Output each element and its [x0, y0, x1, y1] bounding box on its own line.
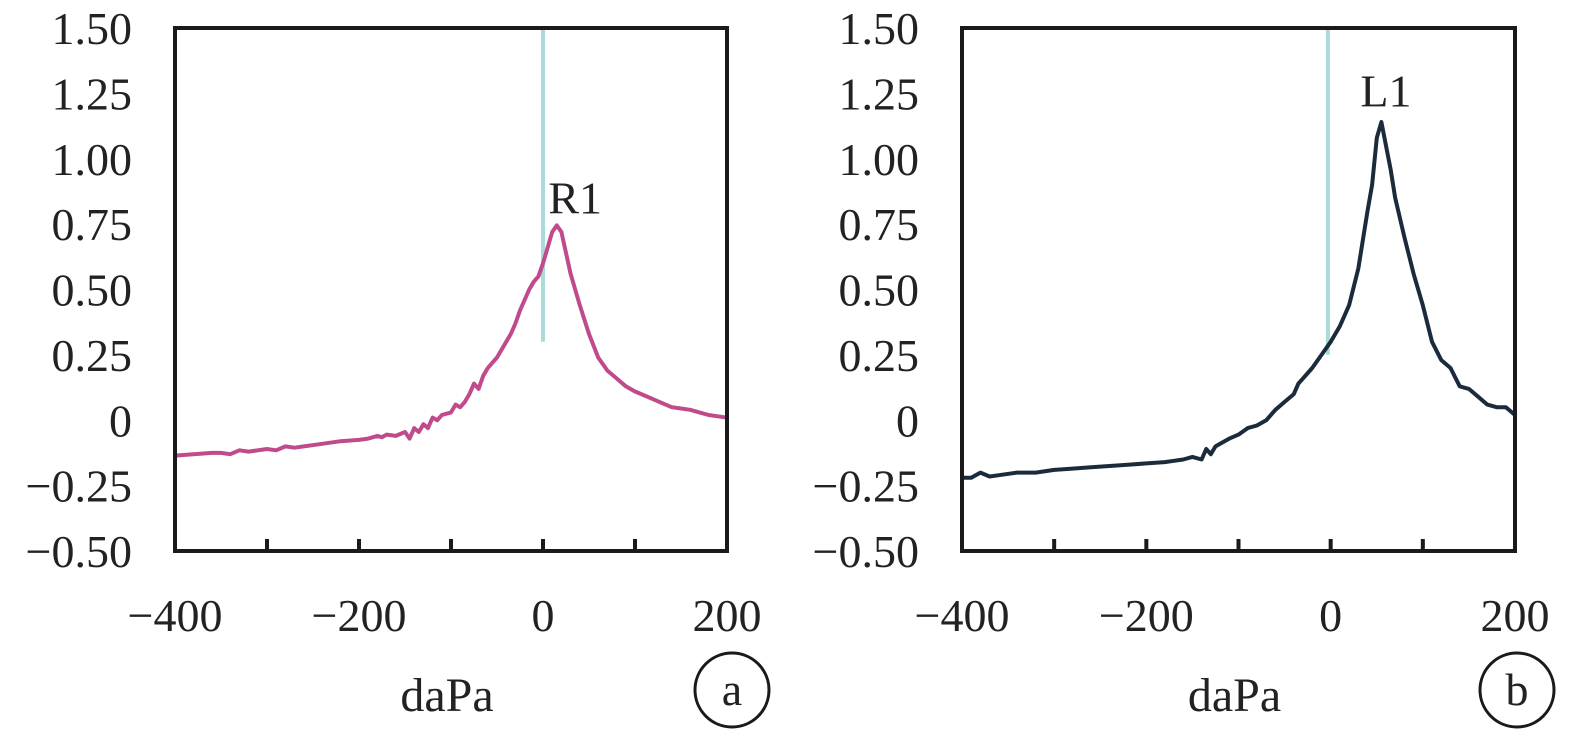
series-line-0 — [173, 223, 729, 458]
x-tick-label: −400 — [128, 590, 223, 641]
x-axis-label: daPa — [400, 669, 493, 722]
y-tick-label: 1.00 — [52, 134, 133, 185]
y-tick-label: 0.25 — [839, 330, 920, 381]
y-tick-label: 0.25 — [52, 330, 133, 381]
x-tick-label: −200 — [312, 590, 407, 641]
y-tick-label: 0.75 — [52, 199, 133, 250]
y-tick-label: 1.25 — [839, 68, 920, 119]
y-tick-label: −0.50 — [813, 526, 919, 577]
y-tick-label: 1.00 — [839, 134, 920, 185]
x-tick-label: −200 — [1099, 590, 1194, 641]
x-tick-label: 0 — [1319, 590, 1342, 641]
x-axis-label: daPa — [1188, 669, 1281, 722]
panel-letter-circle — [1478, 651, 1556, 729]
y-tick-label: −0.25 — [26, 461, 132, 512]
x-tick-label: −400 — [915, 590, 1010, 641]
panel-b: −400 −200 0 200 −0.50 −0.25 0 0.25 0.50 0.75 1.00 1… — [813, 3, 1556, 729]
panel-letter-circle — [693, 651, 771, 729]
y-tick-label: 1.50 — [52, 3, 133, 54]
peak-annotation: R1 — [548, 173, 602, 224]
peak-annotation: L1 — [1360, 65, 1411, 116]
panel-letter: a — [722, 664, 742, 715]
y-tick-label: −0.50 — [26, 526, 132, 577]
x-tick-label: 0 — [532, 590, 555, 641]
panel-a: −400 −200 0 200 −0.50 −0.25 0 0.25 0.50 0.75 1.00 1… — [26, 3, 771, 729]
y-tick-label: 1.25 — [52, 68, 133, 119]
series-line-0 — [960, 120, 1517, 480]
panel-letter: b — [1506, 664, 1529, 715]
y-tick-label: −0.25 — [813, 461, 919, 512]
y-tick-label: 0 — [109, 395, 132, 446]
plot-frame — [173, 26, 729, 553]
y-tick-label: 0 — [896, 395, 919, 446]
y-tick-label: 0.50 — [52, 265, 133, 316]
y-tick-label: 0.50 — [839, 265, 920, 316]
y-tick-label: 1.50 — [839, 3, 920, 54]
x-tick-label: 200 — [693, 590, 762, 641]
y-tick-label: 0.75 — [839, 199, 920, 250]
x-tick-label: 200 — [1481, 590, 1550, 641]
